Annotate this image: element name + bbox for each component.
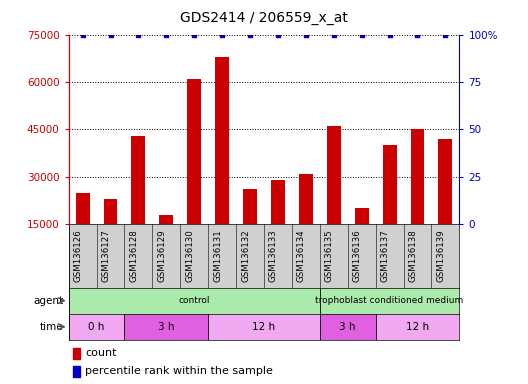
Text: percentile rank within the sample: percentile rank within the sample [86, 366, 274, 376]
Text: trophoblast conditioned medium: trophoblast conditioned medium [315, 296, 464, 305]
Bar [76, 193, 90, 271]
Text: GSM136135: GSM136135 [325, 229, 334, 282]
Point [190, 31, 199, 38]
Text: agent: agent [33, 296, 63, 306]
Text: GSM136132: GSM136132 [241, 229, 250, 282]
Point [413, 31, 422, 38]
Text: control: control [178, 296, 210, 305]
Text: GSM136138: GSM136138 [409, 229, 418, 282]
Bar [243, 189, 257, 271]
Text: 3 h: 3 h [158, 322, 175, 332]
Text: GSM136136: GSM136136 [353, 229, 362, 282]
Bar [383, 145, 397, 271]
Point [274, 31, 282, 38]
Text: time: time [40, 322, 63, 332]
Bar [125, 314, 208, 340]
Point [301, 31, 310, 38]
Point [78, 31, 87, 38]
Point [246, 31, 254, 38]
Text: GSM136134: GSM136134 [297, 229, 306, 282]
Bar [72, 348, 80, 359]
Text: 12 h: 12 h [406, 322, 429, 332]
Bar [320, 314, 375, 340]
Text: GSM136137: GSM136137 [381, 229, 390, 282]
Text: GSM136139: GSM136139 [437, 229, 446, 282]
Bar [208, 314, 320, 340]
Text: 12 h: 12 h [252, 322, 276, 332]
Point [106, 31, 115, 38]
Point [218, 31, 227, 38]
Text: count: count [86, 348, 117, 358]
Bar [438, 139, 452, 271]
Bar [69, 314, 125, 340]
Bar [299, 174, 313, 271]
Text: GDS2414 / 206559_x_at: GDS2414 / 206559_x_at [180, 11, 348, 25]
Text: GSM136130: GSM136130 [185, 229, 194, 282]
Text: 0 h: 0 h [88, 322, 105, 332]
Point [441, 31, 450, 38]
Bar [72, 366, 80, 377]
Bar [271, 180, 285, 271]
Point [134, 31, 143, 38]
Bar [411, 129, 425, 271]
Text: GSM136129: GSM136129 [157, 229, 166, 282]
Bar [355, 209, 369, 271]
Bar [187, 79, 201, 271]
Bar [103, 199, 117, 271]
Bar [159, 215, 173, 271]
Text: GSM136133: GSM136133 [269, 229, 278, 282]
Bar [215, 57, 229, 271]
Text: GSM136128: GSM136128 [129, 229, 138, 282]
Bar [69, 288, 320, 314]
Bar [327, 126, 341, 271]
Text: GSM136126: GSM136126 [73, 229, 82, 282]
Text: 3 h: 3 h [340, 322, 356, 332]
Bar [131, 136, 145, 271]
Point [357, 31, 366, 38]
Point [162, 31, 171, 38]
Bar [375, 314, 459, 340]
Point [385, 31, 394, 38]
Text: GSM136127: GSM136127 [101, 229, 110, 282]
Bar [320, 288, 459, 314]
Text: GSM136131: GSM136131 [213, 229, 222, 282]
Point [329, 31, 338, 38]
